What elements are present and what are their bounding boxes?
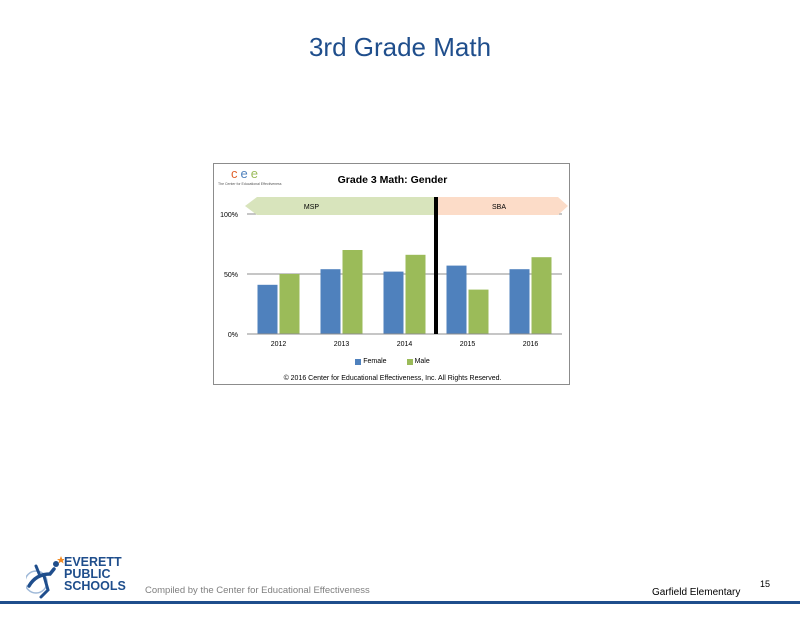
y-tick-label: 0% [228,332,238,339]
x-tick-label: 2012 [271,341,287,348]
band-msp-arrow [245,197,436,215]
slide-title: 3rd Grade Math [308,32,492,62]
cee-letter-e1: e [240,166,251,181]
legend-item-male: Male [406,358,430,365]
running-figure-icon [24,556,65,599]
bar-female-2012 [257,284,278,334]
x-tick-label: 2016 [523,341,539,348]
legend-swatch-female [355,358,362,365]
band-label-msp: MSP [304,204,320,211]
band-sba-arrow [436,197,568,215]
everett-public-schools-logo: EVERETT PUBLIC SCHOOLS [24,552,138,602]
logo-text: EVERETT PUBLIC SCHOOLS [64,555,126,593]
chart-copyright: © 2016 Center for Educational Effectiven… [283,375,502,382]
cee-letter-c: c [231,166,241,181]
y-tick-label: 50% [224,272,238,279]
bar-male-2014 [405,254,426,334]
chart-plot: 0% 50% 100% MSP SBA 2012 2013 2014 2015 2016 [220,197,568,348]
bar-female-2015 [446,265,467,334]
bar-male-2015 [468,289,489,334]
band-label-sba: SBA [492,204,506,211]
legend-label-female: Female [363,358,387,365]
logo-line-2: PUBLIC [64,567,111,581]
logo-line-3: SCHOOLS [64,579,126,593]
school-name: Garfield Elementary [652,587,741,598]
cee-letter-e2: e [250,166,261,181]
compiled-by-text: Compiled by the Center for Educational E… [145,585,370,596]
bar-female-2014 [383,271,404,334]
x-tick-label: 2014 [397,341,413,348]
footer-divider [0,601,800,604]
y-tick-label: 100% [220,212,238,219]
bar-female-2013 [320,269,341,334]
page-number: 15 [760,579,771,589]
x-tick-label: 2013 [334,341,350,348]
bar-female-2016 [509,269,530,334]
bar-male-2012 [279,274,300,334]
chart-title: Grade 3 Math: Gender [337,174,448,186]
bar-male-2013 [342,250,363,334]
cee-tagline: The Center for Educational Effectiveness [218,182,282,186]
chart-frame: 0% 50% 100% MSP SBA 2012 2013 2014 2015 2016 cee … [213,163,570,385]
legend-swatch-male [406,358,413,365]
logo-line-1: EVERETT [64,555,122,569]
cee-logo: cee The Center for Educational Effective… [217,166,282,193]
legend-item-female: Female [355,358,387,365]
x-tick-label: 2015 [460,341,476,348]
chart-legend: Female Male [214,358,571,365]
legend-label-male: Male [414,358,430,365]
bar-male-2016 [531,257,552,334]
